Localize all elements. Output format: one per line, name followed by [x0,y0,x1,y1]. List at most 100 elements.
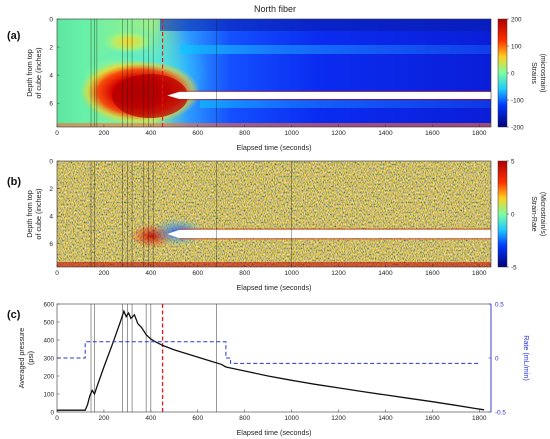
x-tick-label: 1000 [284,415,299,422]
pressure-series-line [57,309,485,411]
panel-c-marker-lines [90,304,217,412]
heatmap-a-bottom-red [57,123,491,127]
y-tick-label: 100 [43,391,54,398]
rate-series-line [57,341,480,364]
colorbar-a-ticks: 200 100 0 -100 -200 [507,16,524,131]
x-tick-label: 1600 [425,270,440,277]
heatmap-b-noise [57,161,491,267]
panel-b-ylabel-line1: Depth from top [25,190,34,238]
y2-tick-label: 0.5 [495,301,504,308]
y2-tick-label: 0 [495,355,499,362]
panel-a-heatmap [57,19,491,127]
panel-b-label: (b) [7,176,21,188]
x-tick-label: 1000 [284,130,299,137]
panel-c-ylabel-line2: (psi) [26,351,35,365]
x-tick-label: 800 [239,415,250,422]
y-tick-label: 300 [43,355,54,362]
figure-title: North fiber [254,4,296,14]
panel-b-xlabel: Elapsed time (seconds) [236,283,311,292]
x-tick-label: 200 [98,415,109,422]
y-tick-label: 0 [49,16,53,23]
panel-c-y2-axis: 0.5 0 -0.5 [488,301,506,416]
heatmap-b-tint [57,161,491,267]
x-tick-label: 1600 [425,130,440,137]
y-tick-label: 0 [50,409,54,416]
y-tick-label: 600 [43,301,54,308]
panel-b-x-axis: 0 200 400 600 800 1000 1200 1400 1600 1800 [55,264,487,277]
heatmap-a-warm-top [102,30,154,54]
colorbar-a-label-line2: (microstrain) [539,54,546,93]
panel-b: (b) 0 200 400 600 800 1000 1200 1400 1600 1800 0 2… [7,158,546,292]
heatmap-a-hot-core [112,74,188,118]
colorbar-a-label-line1: Strains [530,62,537,84]
panel-c: (c) 0 200 400 600 800 1000 1200 1400 1600 1800 01… [7,301,531,437]
colorbar-b-label-line1: Strain-Rate [530,196,537,232]
panel-c-y-axis: 0 100 200 300 400 500 600 [43,301,60,416]
x-tick-label: 400 [145,270,156,277]
x-tick-label: 400 [145,415,156,422]
x-tick-label: 800 [239,130,250,137]
x-tick-label: 200 [98,130,109,137]
colorbar-b-ticks: 5 0 -5 [507,158,517,271]
panel-a-y-axis: 0 2 4 6 [49,16,60,107]
fracture-band [167,229,491,239]
panel-a-label: (a) [7,30,21,42]
panel-c-y2label: Rate (mL/min) [522,335,531,381]
colorbar-b-label-line2: (Microstrain/s) [539,192,546,236]
panel-c-ylabel-line1: Averaged pressure [17,328,26,389]
panel-b-ylabel-line2: of cube (inches) [34,188,43,239]
colorbar-a [497,18,508,128]
y-tick-label: 2 [49,44,53,51]
panel-a-x-axis: 0 200 400 600 800 1000 1200 1400 1600 1800 [55,124,487,137]
x-tick-label: 200 [98,270,109,277]
panel-a-ylabel-line2: of cube (inches) [34,47,43,98]
x-tick-label: 1200 [331,415,346,422]
x-tick-label: 600 [192,415,203,422]
x-tick-label: 1000 [284,270,299,277]
heatmap-a-blue-band [160,19,491,31]
y-tick-label: 4 [49,72,53,79]
panel-a: (a) 0 200 4 0 0 600 800 1000 1200 1400 1600 1800 0 2… [7,16,546,152]
x-tick-label: 1800 [472,130,487,137]
colorbar-tick-label: 0 [511,70,515,77]
panel-c-xlabel: Elapsed time (seconds) [236,428,311,437]
x-tick-label: 0 [55,415,59,422]
x-tick-label: 1200 [331,130,346,137]
panel-b-y-axis: 0 2 4 6 [49,158,60,248]
y-tick-label: 6 [49,241,53,248]
panel-c-label: (c) [7,309,21,321]
y-tick-label: 0 [49,158,53,165]
fracture-band-a [167,90,491,101]
x-tick-label: 1800 [472,415,487,422]
panel-c-x-axis: 0 200 400 600 800 1000 1200 1400 1600 1800 [55,409,487,422]
marker-lines-a [90,19,217,127]
heatmap-a-stripe-upper [180,45,491,54]
y2-tick-label: -0.5 [495,409,506,416]
panel-a-ylabel-line1: Depth from top [25,49,34,97]
heatmap-b-bottom-red [57,262,491,267]
x-tick-label: 0 [55,130,59,137]
panel-a-xlabel: Elapsed time (seconds) [236,143,311,152]
x-tick-label: 600 [192,270,203,277]
marker-lines-b [90,161,292,267]
fracture-band [167,91,491,99]
x-tick-label: 1600 [425,415,440,422]
y-tick-label: 200 [43,373,54,380]
y-tick-label: 2 [49,186,53,193]
x-tick-label: 600 [192,130,203,137]
colorbar-b [497,160,508,268]
colorbar-tick-label: -200 [511,124,524,131]
heatmap-a-stripe-lower [200,100,491,108]
x-tick-label: 0 [55,270,59,277]
colorbar-tick-label: 0 [511,211,515,218]
x-tick-label: 1400 [378,270,393,277]
panel-b-frame [56,160,492,268]
x-tick-label: 1400 [378,415,393,422]
panel-c-series [57,309,485,411]
x-tick-label: 1400 [378,130,393,137]
colorbar-tick-label: 200 [511,16,522,23]
panel-b-heatmap [57,161,491,267]
panel-c-plot-area [57,304,491,412]
y-tick-label: 6 [49,100,53,107]
